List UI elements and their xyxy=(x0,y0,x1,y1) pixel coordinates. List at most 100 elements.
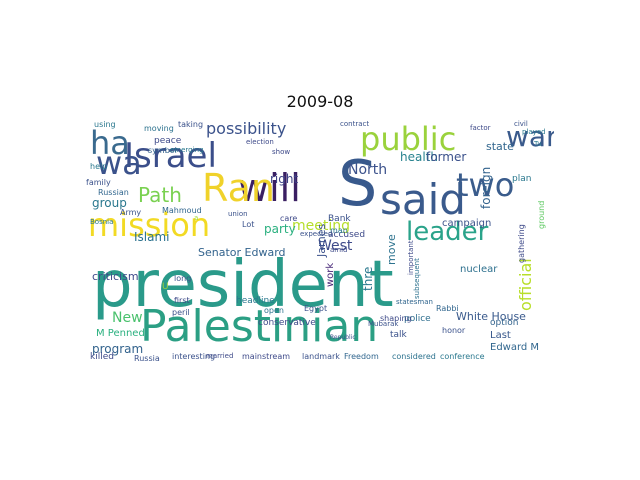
word-6: mission xyxy=(88,206,211,244)
word-98: Republic xyxy=(330,334,356,341)
word-47: conference xyxy=(440,352,485,361)
word-56: family xyxy=(86,178,111,187)
word-49: conservative xyxy=(258,318,316,328)
word-33: White House xyxy=(456,310,526,323)
word-86: election xyxy=(246,138,274,146)
word-50: headline xyxy=(236,296,275,306)
word-53: talk xyxy=(390,330,407,340)
word-90: Mubarak xyxy=(368,320,399,328)
word-39: police xyxy=(404,314,431,324)
word-17: meeting xyxy=(292,218,351,234)
word-27: New xyxy=(112,310,143,326)
word-8: public xyxy=(360,120,457,158)
word-66: accused xyxy=(328,230,366,240)
word-2: said xyxy=(380,175,466,224)
word-16: official xyxy=(516,258,535,311)
word-20: right xyxy=(270,172,299,186)
word-28: program xyxy=(92,342,144,356)
word-89: statesman xyxy=(396,298,433,306)
word-67: Bank xyxy=(328,214,351,224)
word-69: Lot xyxy=(242,220,255,229)
word-23: state xyxy=(486,140,514,153)
word-92: U xyxy=(162,282,169,292)
word-78: Rabbi xyxy=(436,304,459,313)
word-85: union xyxy=(228,210,248,218)
word-43: mainstream xyxy=(242,352,291,361)
word-63: moving xyxy=(144,124,174,133)
word-30: Islami xyxy=(134,230,170,244)
word-5: Ran xyxy=(202,166,275,210)
word-29: Senator Edward xyxy=(198,246,286,259)
word-19: North xyxy=(348,162,388,178)
word-25: group xyxy=(92,196,127,210)
word-45: Freedom xyxy=(344,352,379,361)
word-52: thre xyxy=(361,266,375,291)
word-96: contract xyxy=(340,120,370,128)
word-60: help xyxy=(90,162,108,171)
word-21: health xyxy=(400,150,438,164)
word-42: Russia xyxy=(134,354,160,363)
word-80: ground xyxy=(537,200,546,229)
word-94: civil xyxy=(514,120,528,128)
word-59: Mahmoud xyxy=(162,206,202,215)
word-61: peace xyxy=(154,136,182,146)
word-10: war xyxy=(506,120,554,153)
word-11: ha xyxy=(90,124,130,162)
word-81: Bosnia xyxy=(90,218,114,226)
word-76: shaping xyxy=(380,314,412,323)
word-62: symbol xyxy=(148,146,177,155)
word-9: two xyxy=(456,166,515,204)
word-1: Palestinian xyxy=(140,301,379,352)
word-64: taking xyxy=(178,120,204,129)
word-73: peril xyxy=(172,308,190,317)
word-4: will xyxy=(238,166,301,210)
word-77: honor xyxy=(442,326,466,335)
word-24: foreign xyxy=(479,166,493,209)
word-70: care xyxy=(280,214,298,223)
word-87: emerging xyxy=(170,146,204,154)
word-97: played xyxy=(522,128,546,136)
word-32: James xyxy=(315,223,328,257)
word-0: president xyxy=(92,248,394,322)
word-15: possibility xyxy=(206,119,287,138)
word-7: Israel xyxy=(124,136,217,176)
word-14: Path xyxy=(138,183,182,207)
word-48: interesting xyxy=(172,352,216,361)
word-13: leader xyxy=(406,217,489,247)
word-44: landmark xyxy=(302,352,340,361)
word-40: M Penned xyxy=(96,328,145,339)
word-71: long xyxy=(174,274,192,283)
word-93: amid xyxy=(330,246,348,254)
word-75: Egypt xyxy=(304,304,328,313)
word-91: a xyxy=(194,214,199,222)
word-88: important xyxy=(407,240,415,275)
word-22: former xyxy=(426,150,467,164)
word-31: criticism xyxy=(92,270,139,283)
word-83: subsequent xyxy=(413,258,421,299)
chart-title: 2009-08 xyxy=(286,92,354,111)
word-57: Russian xyxy=(98,188,129,197)
word-34: Last xyxy=(490,330,511,341)
word-100: married xyxy=(206,352,234,360)
word-84: show xyxy=(272,148,291,156)
word-79: gathering xyxy=(517,224,526,263)
word-35: Edward M xyxy=(490,342,540,353)
word-51: work xyxy=(325,262,336,287)
word-37: move xyxy=(385,234,398,265)
word-65: using xyxy=(94,120,116,129)
word-38: nuclear xyxy=(460,264,498,275)
word-82: expected xyxy=(300,230,333,238)
word-68: man xyxy=(330,226,348,235)
word-46: considered xyxy=(392,352,436,361)
word-26: party xyxy=(264,222,296,236)
word-3: S xyxy=(338,147,378,220)
word-18: West xyxy=(318,238,353,254)
word-54: option xyxy=(490,318,519,328)
word-55: plan xyxy=(512,174,532,184)
word-99: Tu xyxy=(534,140,542,148)
word-36: campaign xyxy=(442,218,492,229)
word-12: wa xyxy=(96,144,142,182)
word-72: first xyxy=(174,296,190,305)
word-74: open xyxy=(264,306,284,315)
